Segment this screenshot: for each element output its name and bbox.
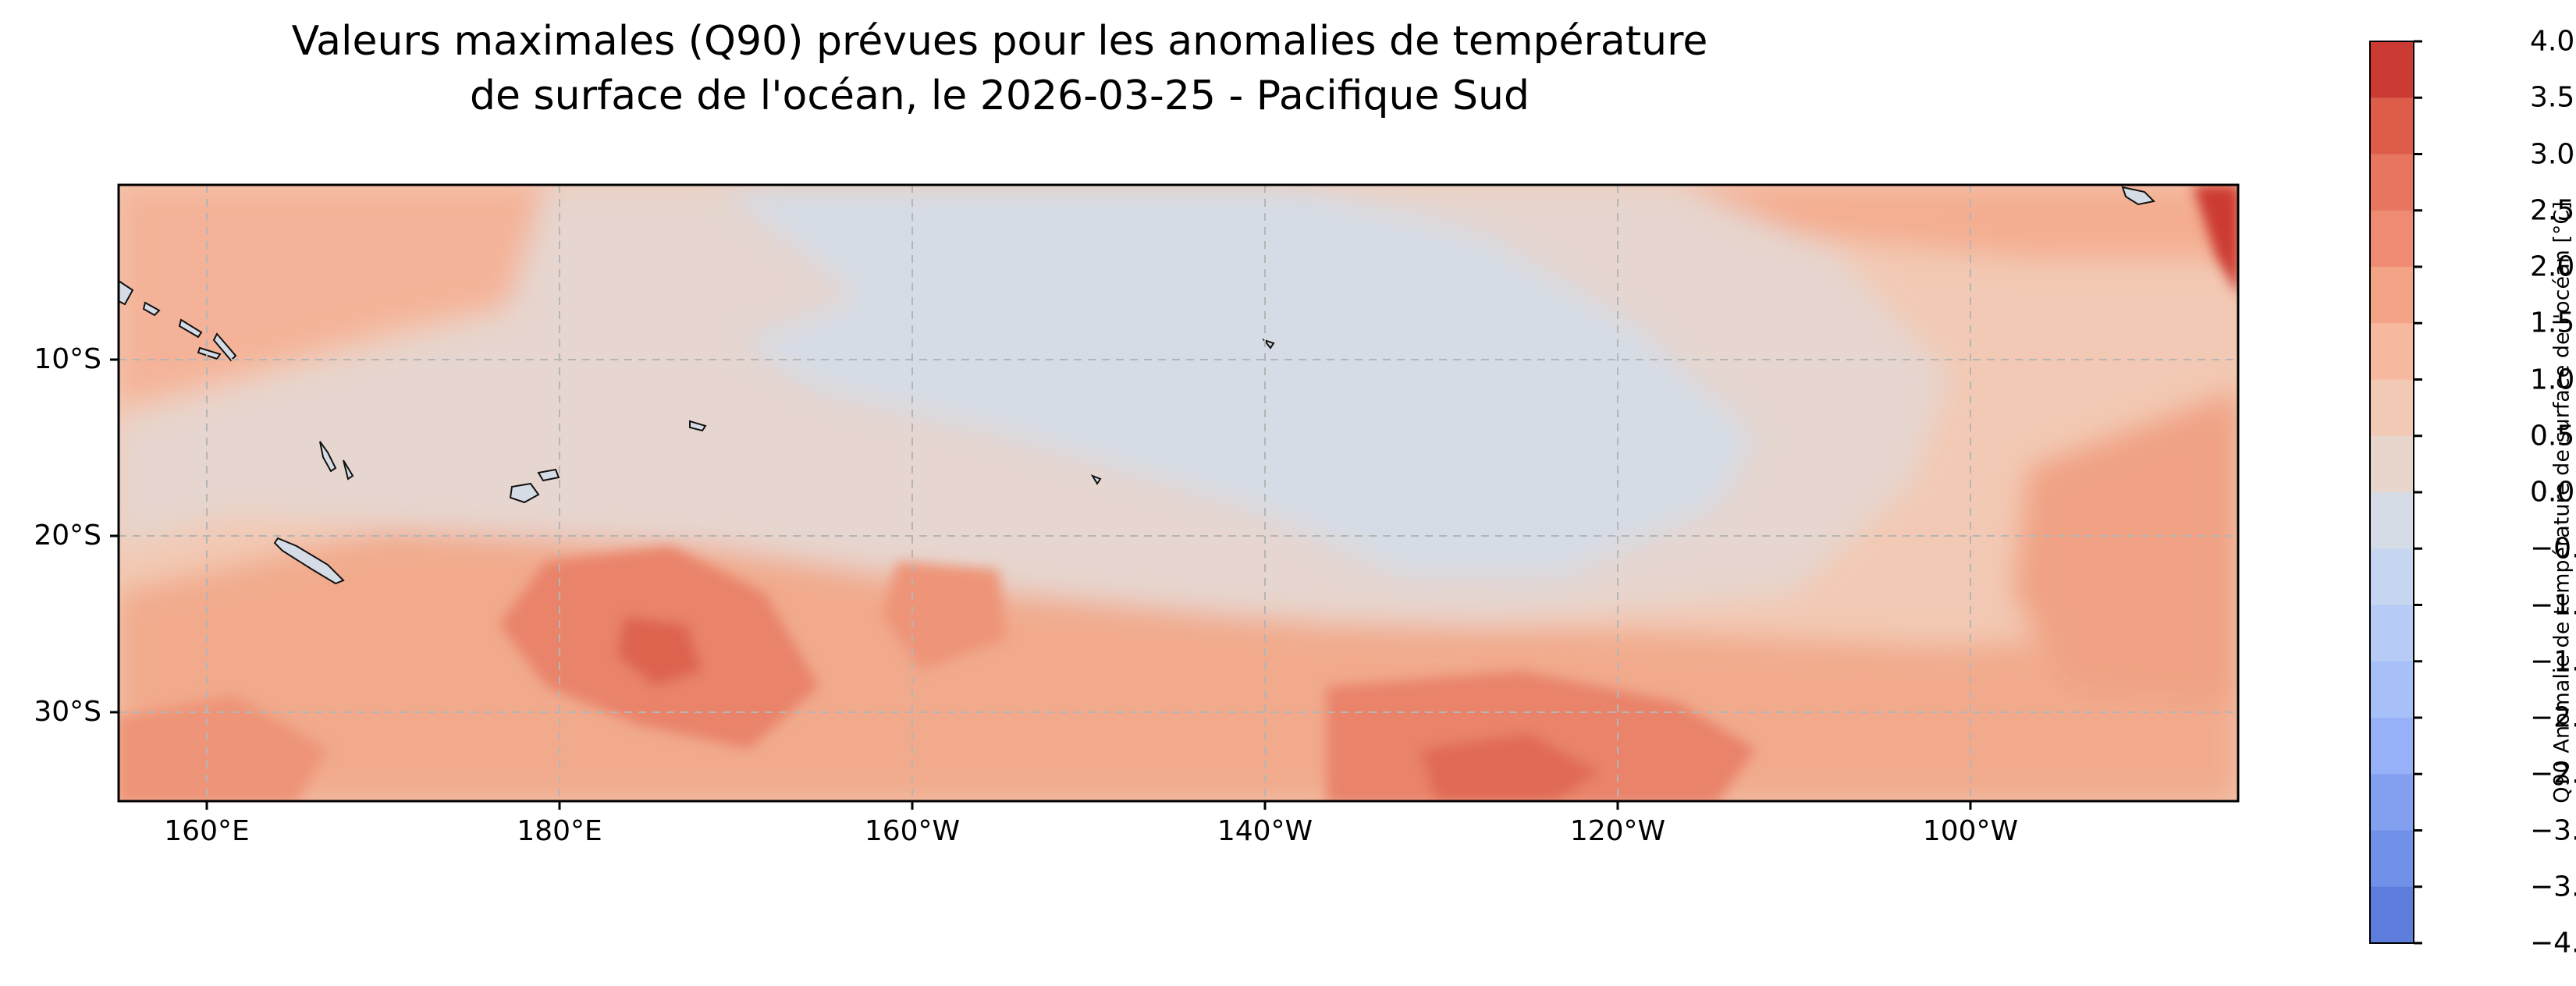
gridlines: [119, 185, 2238, 801]
title-line-1: Valeurs maximales (Q90) prévues pour les…: [291, 18, 1708, 65]
colorbar-tick-label: 1.0: [2530, 364, 2575, 395]
title-line-2: de surface de l'océan, le 2026-03-25 - P…: [470, 73, 1530, 119]
colorbar-segment: [2370, 886, 2414, 944]
colorbar-tick-label: −2.5: [2530, 757, 2576, 790]
colorbar-tick-label: 2.0: [2530, 250, 2575, 283]
island-samoa: [689, 420, 707, 432]
colorbar-segment: [2370, 774, 2414, 831]
field-cool-tongue: [718, 185, 1756, 577]
colorbar-tick-label: −3.0: [2530, 814, 2576, 846]
coastlines: [119, 186, 2156, 585]
field-ne-corner-max: [2193, 185, 2238, 294]
colorbar-segment: [2370, 267, 2414, 324]
colorbar-tick-label: −4.0: [2530, 927, 2576, 959]
x-tick-160w: 160°W: [864, 815, 961, 847]
island-marquesas: [1262, 338, 1275, 349]
colorbar-segment: [2370, 830, 2414, 888]
colorbar-segment: [2370, 210, 2414, 268]
anomaly-field: [119, 185, 2238, 801]
island-solomon-3: [178, 318, 203, 339]
colorbar-segment: [2370, 323, 2414, 380]
colorbar-segment: [2370, 435, 2414, 493]
colorbar-tick-label: −0.5: [2530, 532, 2576, 565]
axis-ticks: [110, 358, 1972, 810]
x-tick-100w: 100°W: [1922, 815, 2019, 847]
colorbar-segment: [2370, 718, 2414, 775]
colorbar-tick-label: 0.0: [2530, 476, 2575, 509]
colorbar-tick-label: 3.5: [2530, 81, 2575, 114]
field-warm-ne: [1639, 185, 2238, 257]
colorbar-segment: [2370, 98, 2414, 154]
y-tick-30s: 30°S: [34, 696, 101, 728]
colorbar-segment: [2370, 548, 2414, 605]
field-warm-east: [2013, 390, 2238, 702]
island-solomon-2: [142, 301, 161, 317]
field-hot-core-west: [616, 616, 702, 686]
x-tick-140w: 140°W: [1217, 815, 1313, 847]
field-warm-mid-south: [882, 562, 1007, 671]
field-hot-core-south: [1420, 733, 1600, 801]
y-tick-10s: 10°S: [34, 343, 101, 375]
island-fiji-2: [537, 468, 560, 482]
colorbar-tick-label: 1.5: [2530, 307, 2575, 339]
x-tick-180e: 180°E: [517, 815, 602, 847]
colorbar-segment: [2370, 154, 2414, 211]
colorbar-tick-label: 3.0: [2530, 138, 2575, 170]
colorbar-tick-label: −1.5: [2530, 645, 2576, 678]
colorbar-segment: [2370, 492, 2414, 549]
colorbar-tick-label: −1.0: [2530, 589, 2576, 621]
colorbar-frame: [2369, 41, 2414, 944]
island-vanuatu-2: [343, 459, 354, 481]
colorbar-segment: [2370, 661, 2414, 718]
chart-title: Valeurs maximales (Q90) prévues pour les…: [117, 14, 1882, 123]
x-tick-160e: 160°E: [164, 815, 250, 847]
y-tick-20s: 20°S: [34, 520, 101, 552]
colorbar-tick-label: 4.0: [2530, 25, 2575, 58]
x-tick-120w: 120°W: [1569, 815, 1666, 847]
colorbar-segment: [2370, 379, 2414, 437]
island-solomon: [119, 279, 134, 306]
island-fiji: [509, 482, 540, 504]
colorbar-label: Q90 Anomalie de température de surface d…: [2549, 201, 2574, 803]
colorbar-tick-label: −2.0: [2530, 701, 2576, 734]
field-warm-southwest: [119, 694, 328, 801]
island-vanuatu: [319, 441, 337, 473]
island-new-caledonia: [273, 537, 345, 585]
colorbar-tick-label: 0.5: [2530, 420, 2575, 452]
colorbar-tick-label: 2.5: [2530, 194, 2575, 227]
island-galapagos: [2121, 186, 2156, 206]
colorbar: [2370, 40, 2422, 945]
map-frame: [117, 183, 2240, 803]
colorbar-segment: [2370, 41, 2414, 98]
colorbar-tick-label: −3.5: [2530, 871, 2576, 903]
colorbar-segment: [2370, 605, 2414, 662]
island-society: [1090, 473, 1102, 485]
